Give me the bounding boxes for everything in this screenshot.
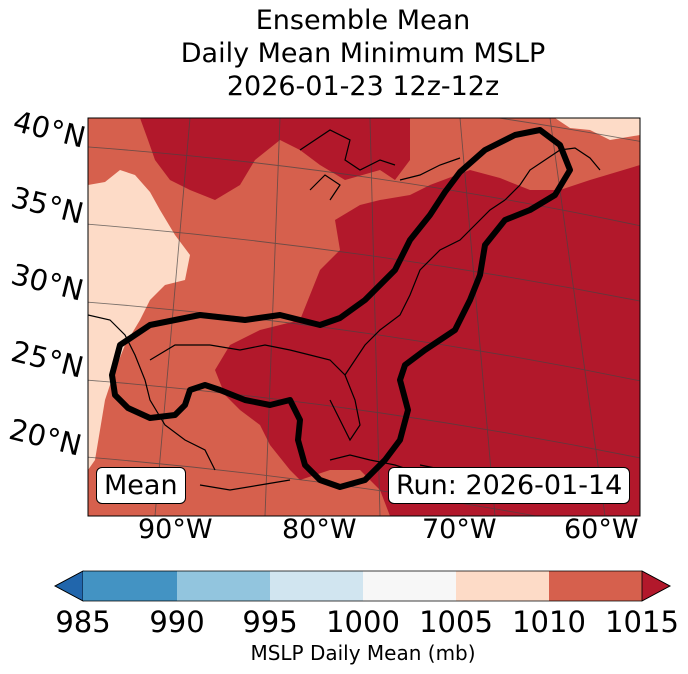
- mean-label: Mean: [96, 467, 186, 504]
- colorbar-bin-985: [83, 571, 177, 601]
- lon-label-60w: 60°W: [564, 514, 639, 545]
- pressure-field-1005-west: [88, 170, 190, 470]
- colorbar-extend-low: [54, 570, 84, 602]
- coastlines: [88, 129, 601, 491]
- colorbar-tick-1010: 1010: [512, 605, 586, 639]
- colorbar-bin-990: [177, 571, 270, 601]
- run-label: Run: 2026-01-14: [388, 467, 631, 504]
- pressure-field-1015-main: [215, 165, 640, 516]
- colorbar-tick-1005: 1005: [419, 605, 493, 639]
- colorbar-extend-high: [641, 570, 671, 602]
- colorbar-bin-1010: [549, 571, 642, 601]
- colorbar-tick-985: 985: [55, 605, 111, 639]
- colorbar-tick-1000: 1000: [326, 605, 400, 639]
- lon-label-90w: 90°W: [138, 514, 213, 545]
- pressure-field-1010-south: [160, 430, 300, 516]
- graticule: [88, 118, 640, 516]
- colorbar-bin-995: [270, 571, 363, 601]
- contour-outline: [109, 127, 573, 490]
- pressure-field-1015-north: [140, 118, 410, 200]
- colorbar: [54, 570, 671, 602]
- colorbar-tick-995: 995: [242, 605, 298, 639]
- colorbar-tick-990: 990: [149, 605, 205, 639]
- title-line-3: 2026-01-23 12z-12z: [226, 71, 500, 102]
- colorbar-bin-1005: [456, 571, 549, 601]
- pressure-field-1005-ne: [555, 118, 640, 140]
- colorbar-tick-1015: 1015: [605, 605, 679, 639]
- map-border: [87, 117, 641, 517]
- lon-label-70w: 70°W: [422, 514, 497, 545]
- title-line-1: Ensemble Mean: [255, 5, 471, 36]
- title-line-2: Daily Mean Minimum MSLP: [180, 38, 546, 69]
- colorbar-bin-1000: [363, 571, 456, 601]
- colorbar-label: MSLP Daily Mean (mb): [250, 641, 476, 665]
- lon-label-80w: 80°W: [282, 514, 357, 545]
